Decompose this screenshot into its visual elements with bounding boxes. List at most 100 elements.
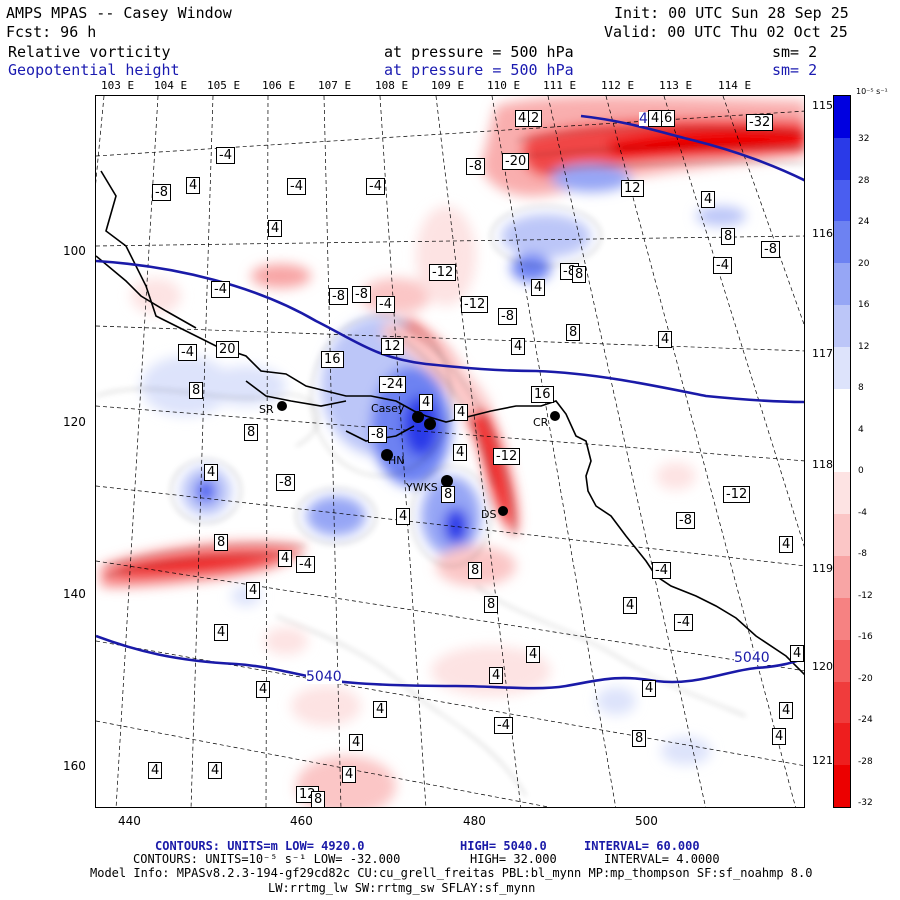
- vorticity-contour-label: 12: [621, 180, 644, 197]
- vorticity-contour-label: -24: [379, 376, 407, 393]
- y-tick: 100: [63, 244, 86, 258]
- vorticity-contour-label: 8: [244, 424, 259, 441]
- lon-label: 121 E: [812, 754, 844, 767]
- colorbar-label: 20: [858, 258, 870, 269]
- vort-contour-info: CONTOURS: UNITS=10⁻⁵ s⁻¹ LOW= -32.000: [133, 852, 401, 866]
- vorticity-contour-label: 4: [701, 191, 716, 208]
- vorticity-contour-label: -4: [287, 178, 306, 195]
- colorbar-label: -12: [858, 590, 873, 601]
- vorticity-contour-label: -20: [502, 153, 530, 170]
- field1-smoothing: sm= 2: [772, 43, 818, 61]
- vorticity-contour-label: 4: [623, 597, 638, 614]
- vorticity-contour-label: -12: [493, 448, 521, 465]
- x-tick: 480: [463, 814, 486, 828]
- vorticity-contour-label: 8: [632, 730, 647, 747]
- station-label: DS: [481, 508, 497, 521]
- vorticity-contour-label: 8: [572, 266, 587, 283]
- colorbar-label: 12: [858, 341, 870, 352]
- colorbar-unit: 10⁻⁵ s⁻¹: [856, 87, 888, 96]
- colorbar-label: -4: [858, 507, 867, 518]
- y-tick: 140: [63, 587, 86, 601]
- colorbar-label: -20: [858, 673, 873, 684]
- lon-label: 108 E: [375, 79, 409, 92]
- vorticity-contour-label: -8: [761, 241, 780, 258]
- vorticity-contour-label: 8: [468, 562, 483, 579]
- colorbar-segment: [834, 221, 850, 264]
- field1-level: at pressure = 500 hPa: [384, 43, 574, 61]
- vorticity-contour-label: 4: [454, 404, 469, 421]
- vorticity-contour-label: -4: [674, 614, 693, 631]
- lon-label: 113 E: [659, 79, 693, 92]
- vorticity-contour-label: -8: [466, 158, 485, 175]
- y-tick: 120: [63, 415, 86, 429]
- x-tick: 500: [635, 814, 658, 828]
- vorticity-contour-label: 4: [208, 762, 223, 779]
- colorbar-segment: [834, 681, 850, 724]
- colorbar-label: 0: [858, 466, 864, 477]
- lon-label: 120 E: [812, 660, 844, 673]
- init-time: Init: 00 UTC Sun 28 Sep 25: [614, 4, 849, 22]
- vorticity-contour-label: -8: [329, 288, 348, 305]
- lon-label: 104 E: [154, 79, 188, 92]
- colorbar-label: -24: [858, 715, 873, 726]
- vorticity-contour-label: 4: [246, 582, 261, 599]
- height-contour-label: 5040: [734, 650, 770, 666]
- vorticity-contour-label: -4: [652, 562, 671, 579]
- x-tick: 440: [118, 814, 141, 828]
- vorticity-contour-label: 4: [349, 734, 364, 751]
- x-tick: 460: [290, 814, 313, 828]
- y-tick: 160: [63, 759, 86, 773]
- lon-label: 112 E: [601, 79, 635, 92]
- valid-time: Valid: 00 UTC Thu 02 Oct 25: [604, 23, 848, 41]
- colorbar-segment: [834, 263, 850, 306]
- colorbar-segment: [834, 305, 850, 347]
- map-plot-area[interactable]: SR Casey HN YWKS DS CR 4920 5040 5040 -1…: [95, 95, 805, 808]
- lon-label: 115 E: [812, 99, 844, 112]
- vorticity-contour-label: -4: [296, 556, 315, 573]
- model-info-physics: LW:rrtmg_lw SW:rrtmg_sw SFLAY:sf_mynn: [268, 881, 536, 895]
- vorticity-contour-label: 12: [381, 338, 404, 355]
- vorticity-contour-label: 20: [216, 341, 239, 358]
- vorticity-contour-label: 8: [311, 791, 326, 807]
- vorticity-contour-label: -8: [498, 308, 517, 325]
- height-contour-high: HIGH= 5040.0: [460, 839, 547, 853]
- vorticity-contour-label: 4: [511, 338, 526, 355]
- colorbar-label: 32: [858, 134, 870, 144]
- colorbar-label: -8: [858, 549, 867, 560]
- vorticity-contour-label: -4: [366, 178, 385, 195]
- lon-label: 109 E: [431, 79, 465, 92]
- lon-label: 107 E: [318, 79, 352, 92]
- station-label: YWKS: [406, 481, 438, 494]
- vorticity-contour-label: 4: [779, 702, 794, 719]
- vorticity-contour-label: -8: [276, 474, 295, 491]
- vorticity-contour-label: 4: [204, 464, 219, 481]
- model-info: Model Info: MPASv8.2.3-194-gf29cd82c CU:…: [90, 866, 813, 880]
- lon-label: 111 E: [543, 79, 577, 92]
- lon-label: 116 E: [812, 227, 844, 240]
- vorticity-contours: [96, 128, 804, 797]
- colorbar: [833, 95, 851, 808]
- vorticity-contour-label: -12: [723, 486, 751, 503]
- lon-label: 118 E: [812, 458, 844, 471]
- colorbar-segment: [834, 472, 850, 515]
- colorbar-segment: [834, 597, 850, 640]
- colorbar-label: -28: [858, 756, 873, 767]
- vorticity-contour-label: 16: [531, 386, 554, 403]
- vorticity-contour-label: 4: [489, 667, 504, 684]
- lon-label: 119 E: [812, 562, 844, 575]
- vorticity-contour-label: 4: [453, 444, 468, 461]
- station-label: HN: [388, 454, 405, 467]
- colorbar-segment: [834, 639, 850, 682]
- vorticity-contour-label: 4: [268, 220, 283, 237]
- map-title: AMPS MPAS -- Casey Window: [6, 4, 232, 22]
- field2-smoothing: sm= 2: [772, 61, 818, 79]
- colorbar-label: 28: [858, 175, 870, 186]
- geopotential-height-contours: [96, 114, 804, 690]
- vorticity-contour-label: -8: [352, 286, 371, 303]
- vorticity-contour-label: 8: [441, 486, 456, 503]
- vorticity-contour-label: 4: [256, 681, 271, 698]
- station-markers: [277, 401, 560, 516]
- vorticity-contour-label: -12: [461, 296, 489, 313]
- vorticity-contour-label: 4: [396, 508, 411, 525]
- vorticity-contour-label: 8: [189, 382, 204, 399]
